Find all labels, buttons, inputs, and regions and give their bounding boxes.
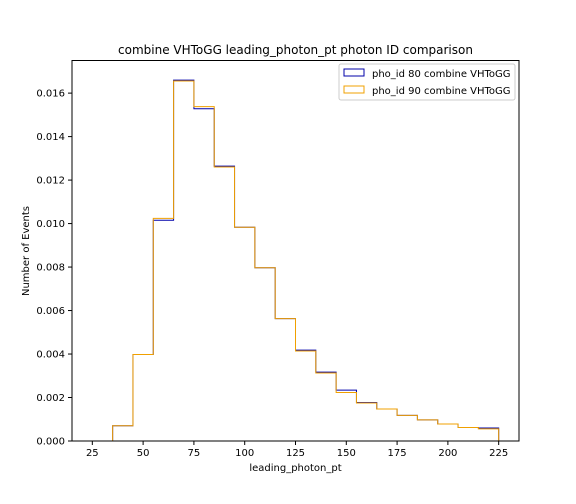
legend-swatch-pho-id-80: [343, 68, 365, 77]
x-tick-label: 50: [137, 448, 150, 459]
plot-frame: [71, 60, 520, 442]
y-tick-label: 0.002: [36, 393, 65, 404]
y-tick-label: 0.014: [36, 132, 65, 143]
x-tick-label: 100: [235, 448, 254, 459]
x-tick-label: 200: [438, 448, 457, 459]
y-tick-label: 0.008: [36, 263, 65, 274]
y-tick-label: 0.016: [36, 89, 65, 100]
x-tick-label: 175: [388, 448, 407, 459]
chart-title: combine VHToGG leading_photon_pt photon …: [118, 43, 473, 57]
series-layer: [112, 79, 500, 441]
legend: pho_id 80 combine VHToGG pho_id 90 combi…: [338, 63, 516, 101]
legend-box: [338, 63, 516, 101]
histogram-series-1: [112, 80, 500, 441]
y-tick-label: 0.012: [36, 176, 65, 187]
legend-label-pho-id-80: pho_id 80 combine VHToGG: [372, 69, 511, 80]
legend-label-pho-id-90: pho_id 90 combine VHToGG: [372, 86, 511, 97]
y-tick-label: 0.006: [36, 306, 65, 317]
x-tick-label: 225: [489, 448, 508, 459]
x-axis-ticks: 25 50 75 100 125 150 175 200 225: [86, 441, 508, 459]
legend-swatch-pho-id-90: [343, 85, 365, 94]
x-tick-label: 75: [188, 448, 201, 459]
y-tick-label: 0.000: [36, 437, 65, 448]
y-axis-ticks: 0.000 0.002 0.004 0.006 0.008 0.010 0.012 0.014…: [36, 89, 72, 448]
histogram-series-0: [112, 79, 500, 441]
x-tick-label: 125: [286, 448, 305, 459]
y-axis-label: Number of Events: [21, 206, 32, 296]
x-tick-label: 150: [337, 448, 356, 459]
y-tick-label: 0.004: [36, 350, 65, 361]
x-tick-label: 25: [86, 448, 99, 459]
y-tick-label: 0.010: [36, 219, 65, 230]
x-axis-label: leading_photon_pt: [249, 463, 341, 474]
